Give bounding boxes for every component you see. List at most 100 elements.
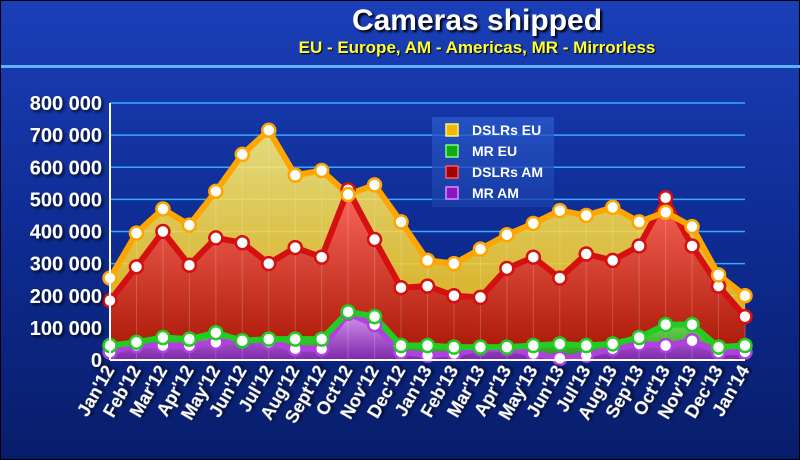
point-mr-eu <box>737 337 753 354</box>
chart-title: Cameras shipped <box>351 4 603 37</box>
point-dslrs-am <box>499 260 515 277</box>
y-tick-label: 800 000 <box>30 93 102 115</box>
point-mr-eu <box>446 339 462 355</box>
y-tick-label: 100 000 <box>30 318 102 340</box>
point-dslrs-am <box>525 249 542 265</box>
point-mr-eu <box>578 337 594 354</box>
point-dslrs-am <box>631 238 647 254</box>
point-dslrs-am <box>657 190 674 206</box>
header-divider <box>1 65 800 68</box>
area-dslrs-am <box>110 189 745 360</box>
point-mr-am <box>552 350 568 367</box>
point-mr-eu <box>604 336 621 352</box>
point-dslrs-eu <box>128 225 145 241</box>
series-points <box>102 122 753 367</box>
point-dslrs-eu <box>525 215 542 232</box>
y-tick-label: 700 000 <box>30 125 102 147</box>
point-dslrs-eu <box>552 202 568 219</box>
y-tick-label: 500 000 <box>30 189 102 211</box>
point-dslrs-am <box>604 252 621 269</box>
point-mr-eu <box>261 331 277 347</box>
point-mr-eu <box>684 316 700 333</box>
point-mr-am <box>684 332 700 349</box>
point-dslrs-am <box>472 289 489 306</box>
point-dslrs-am <box>552 270 568 286</box>
point-dslrs-am <box>737 308 753 325</box>
point-dslrs-eu <box>366 177 383 193</box>
point-mr-eu <box>181 331 198 347</box>
point-dslrs-am <box>419 278 436 294</box>
point-dslrs-am <box>261 255 277 272</box>
y-tick-label: 600 000 <box>30 157 102 179</box>
point-dslrs-eu <box>578 207 594 224</box>
point-dslrs-am <box>313 249 330 265</box>
point-dslrs-eu <box>261 122 277 139</box>
point-dslrs-eu <box>208 183 224 200</box>
legend: DSLRs EU MR EU DSLRs AM MR AM <box>432 117 554 207</box>
point-dslrs-am <box>208 230 224 246</box>
point-dslrs-eu <box>313 162 330 179</box>
point-dslrs-eu <box>472 241 489 257</box>
point-mr-eu <box>472 339 489 355</box>
legend-label-dslrs-am: DSLRs AM <box>472 164 543 180</box>
point-dslrs-eu <box>631 214 647 230</box>
chart-subtitle: EU - Europe, AM - Americas, MR - Mirrorl… <box>298 38 656 57</box>
point-mr-am <box>657 337 674 354</box>
point-dslrs-am <box>128 259 145 275</box>
y-tick-label: 400 000 <box>30 222 102 244</box>
point-mr-eu <box>419 337 436 354</box>
point-dslrs-eu <box>181 217 198 233</box>
point-dslrs-am <box>684 238 700 254</box>
axes <box>109 103 745 361</box>
point-dslrs-am <box>155 223 171 240</box>
point-dslrs-am <box>287 239 303 256</box>
legend-swatch-mr-eu <box>445 144 459 158</box>
point-dslrs-am <box>366 231 383 248</box>
point-mr-eu <box>710 339 727 355</box>
point-mr-eu <box>631 329 647 346</box>
point-mr-eu <box>340 304 356 320</box>
point-dslrs-eu <box>155 201 171 217</box>
point-dslrs-am <box>393 279 409 296</box>
point-dslrs-eu <box>657 204 674 220</box>
point-dslrs-eu <box>604 199 621 216</box>
point-dslrs-eu <box>499 226 515 243</box>
point-mr-eu <box>234 332 251 349</box>
y-tick-label: 300 000 <box>30 254 102 276</box>
point-mr-eu <box>155 329 171 346</box>
point-dslrs-eu <box>393 214 409 230</box>
point-dslrs-eu <box>234 146 251 163</box>
point-mr-eu <box>208 324 224 341</box>
y-axis-ticks: 0 100 000 200 000 300 000 400 000 500 000 600 … <box>30 93 102 372</box>
y-tick-label: 200 000 <box>30 286 102 308</box>
point-dslrs-eu <box>340 186 356 203</box>
legend-swatch-mr-am <box>445 186 459 200</box>
point-mr-eu <box>552 336 568 352</box>
point-mr-eu <box>287 331 303 347</box>
point-dslrs-am <box>234 234 251 251</box>
point-mr-eu <box>499 339 515 355</box>
point-mr-eu <box>128 334 145 351</box>
x-axis-ticks: Jan'12Feb'12Mar'12Apr'12May'12Jun'12Jul'… <box>73 362 753 427</box>
point-dslrs-eu <box>446 255 462 272</box>
legend-swatch-dslrs-eu <box>445 123 459 137</box>
point-mr-eu <box>525 337 542 354</box>
point-dslrs-eu <box>737 288 753 304</box>
point-mr-eu <box>657 316 674 333</box>
legend-swatch-dslrs-am <box>445 165 459 179</box>
point-dslrs-am <box>578 246 594 262</box>
point-mr-eu <box>313 331 330 347</box>
point-dslrs-eu <box>684 218 700 235</box>
legend-label-dslrs-eu: DSLRs EU <box>472 122 541 138</box>
point-mr-eu <box>366 308 383 325</box>
point-dslrs-eu <box>419 252 436 269</box>
point-dslrs-am <box>446 288 462 304</box>
point-dslrs-eu <box>287 167 303 184</box>
point-dslrs-eu <box>710 267 727 283</box>
point-dslrs-am <box>181 257 198 273</box>
point-mr-eu <box>393 337 409 354</box>
legend-label-mr-eu: MR EU <box>472 143 517 159</box>
y-tick-label: 0 <box>91 350 102 372</box>
legend-label-mr-am: MR AM <box>472 185 519 201</box>
